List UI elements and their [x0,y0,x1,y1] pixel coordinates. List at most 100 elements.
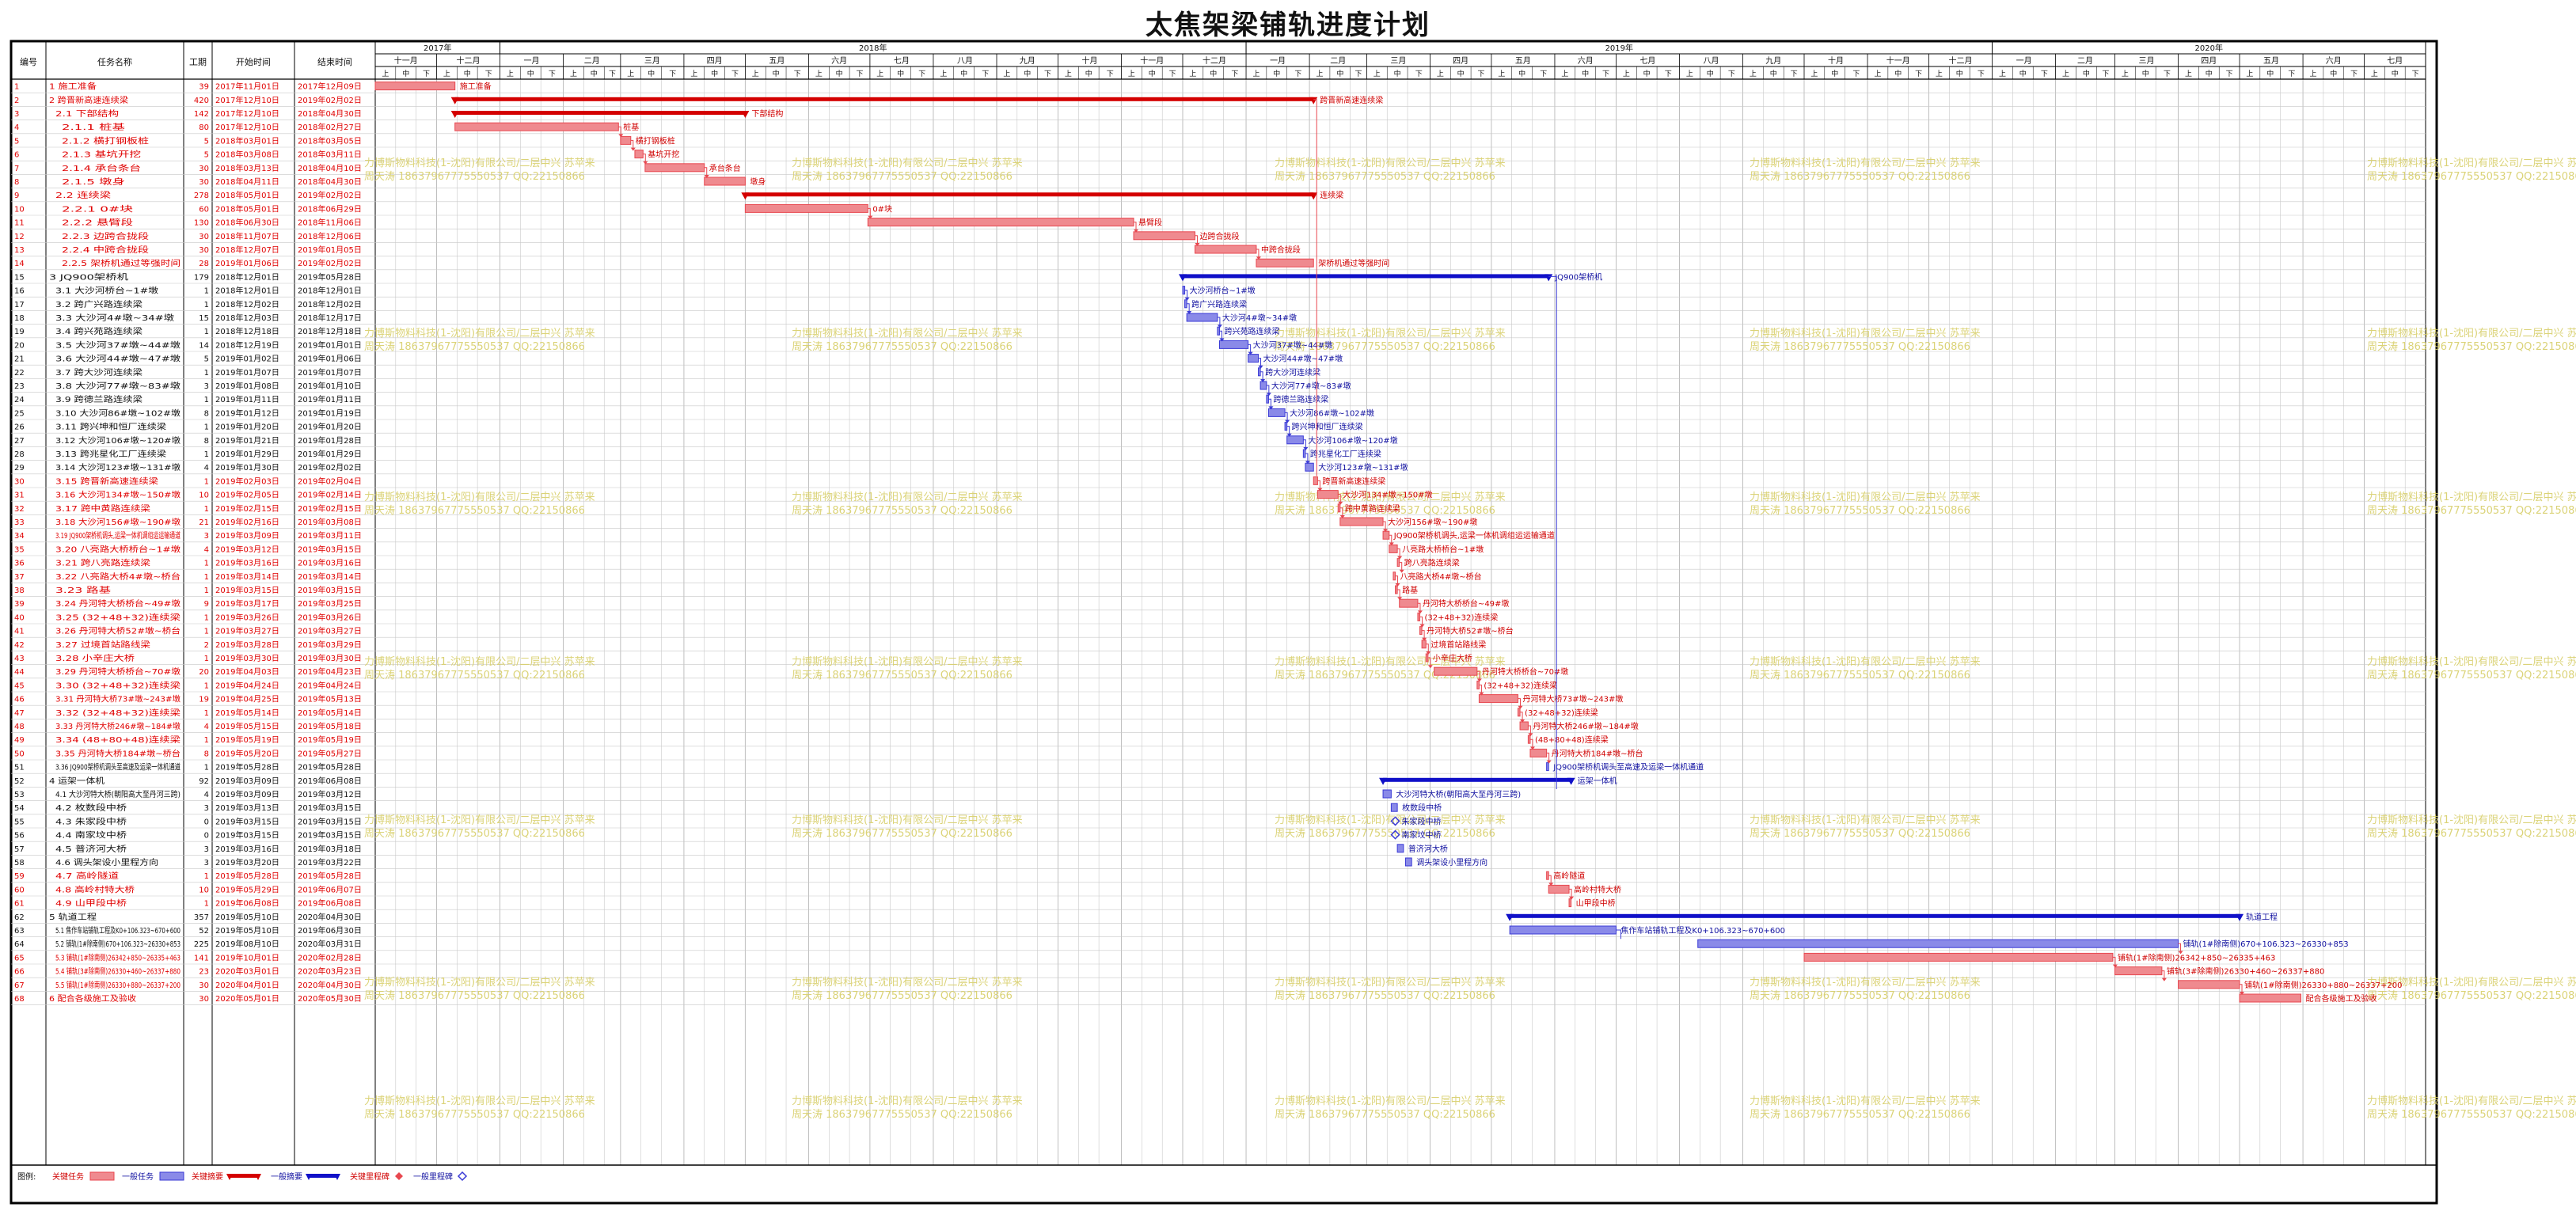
bar-label: 大沙河86#墩~102#墩 [1290,408,1374,418]
legend-swatch [230,1174,258,1178]
bar-label: 跨广兴路连续梁 [1191,299,1247,309]
dependency-arrow [868,215,873,219]
dependency-arrow [1529,746,1535,750]
xun-label: 中 [1894,69,1902,78]
dependency-link [1187,303,1190,313]
task-start: 2019年10月01日 [215,952,279,962]
summary-bar [1383,777,1571,782]
task-duration: 4 [204,791,209,799]
dependency-link [2178,943,2182,954]
task-duration: 278 [194,192,209,200]
table-row: 47 3.32 (32+48+32)连续梁 1 2019年05月14日 2019年05月… [11,708,2426,719]
summary-cap-end [741,111,750,118]
task-name: 3.21 跨八亮路连续梁 [55,558,150,568]
xun-label: 上 [1373,70,1381,78]
bar-label: 悬臂段 [1138,218,1162,228]
task-end: 2019年02月02日 [298,95,362,105]
xun-label: 中 [464,69,471,78]
row-number: 52 [14,777,25,786]
task-bar [1529,748,1548,757]
table-row: 27 3.12 大沙河106#墩~120#墩 8 2019年01月21日 2019年01… [11,435,2426,447]
task-bar [1182,286,1186,295]
task-end: 2019年05月19日 [298,735,362,745]
dependency-link [1305,453,1309,464]
task-duration: 1 [204,736,209,745]
watermark-line: 周天涛 18637967775550537 QQ:22150866 [364,827,585,840]
task-bar [1286,435,1304,445]
dependency-arrow [1419,624,1425,628]
task-start: 2019年03月30日 [215,653,279,663]
xun-label: 上 [1623,70,1630,78]
row-number: 17 [14,301,25,309]
task-name: 3.14 大沙河123#墩~131#墩 [55,462,180,473]
xun-label: 中 [1273,69,1280,78]
dependency-link [1419,616,1423,627]
task-start: 2019年05月15日 [215,721,279,731]
row-number: 43 [14,655,25,663]
xun-label: 上 [570,70,577,78]
bar-label: 大沙河77#墩~83#墩 [1271,381,1351,391]
xun-label: 下 [609,70,616,78]
table-row: 18 3.3 大沙河4#墩~34#墩 15 2018年12月03日 2018年12月17… [11,313,2426,325]
dependency-link [1313,99,1317,476]
task-start: 2019年03月15日 [215,816,279,826]
task-start: 2019年03月16日 [215,558,279,568]
year-label: 2020年 [2195,43,2223,53]
xun-label: 下 [731,70,739,78]
watermark-line: 周天涛 18637967775550537 QQ:22150866 [792,504,1013,517]
bar-label: 跨兆星化工厂连续梁 [1310,449,1381,459]
xun-label: 上 [1874,70,1881,78]
task-duration: 1 [204,423,209,432]
watermark-line: 力博斯物料科技(1-沈阳)有限公司/二层中兴 苏苹来 [792,814,1023,826]
task-name: 3.9 跨德兰路连续梁 [55,394,142,404]
table-row: 64 5.2 铺轨(1#除南侧)670+106.323~26330+853 225 2… [11,939,2426,951]
bar-label: 八亮路大桥4#墩~桥台 [1400,571,1482,582]
dependency-arrow [2112,964,2118,968]
task-start: 2019年06月08日 [215,898,279,909]
task-duration: 1 [204,287,209,296]
row-number: 4 [14,123,19,132]
task-start: 2019年03月12日 [215,544,279,554]
task-bar [1313,476,1318,485]
summary-bar [1510,913,2240,918]
task-duration: 1 [204,505,209,514]
task-bar [620,135,632,145]
task-bar [454,122,619,131]
month-label: 十二月 [456,55,480,66]
task-name: 3.35 丹河特大桥184#墩~桥台 [55,748,180,758]
xun-label: 中 [527,69,534,78]
task-start: 2019年01月11日 [215,394,279,404]
task-end: 2019年05月27日 [298,748,362,758]
task-duration: 9 [204,600,209,609]
task-name: 2.1.4 承台条台 [62,163,141,173]
task-name: 3.13 跨兆星化工厂连续梁 [55,449,166,459]
task-name: 3.10 大沙河86#墩~102#墩 [55,408,180,418]
row-number: 63 [14,927,25,936]
table-row: 6 2.1.3 基坑开挖 5 2018年03月08日 2018年03月11日 [11,150,2426,161]
xun-label: 上 [690,70,697,78]
task-bar [1258,367,1261,377]
task-name: 3.23 路基 [55,585,111,595]
task-end: 2020年04月30日 [298,912,362,922]
task-end: 2018年04月30日 [298,177,362,187]
task-bar [744,203,868,213]
dependency-link [1520,712,1523,722]
task-bar [1396,844,1404,853]
summary-cap-start [1379,777,1388,785]
month-label: 六月 [831,56,847,66]
summary-cap-end [2236,913,2244,921]
table-row: 14 2.2.5 架桥机通过等强时间 28 2019年01月06日 2019年02月02… [11,258,2426,271]
dependency-arrow [1248,351,1253,355]
task-end: 2018年12月17日 [298,313,362,323]
xun-label: 中 [2330,69,2337,78]
watermark-line: 力博斯物料科技(1-沈阳)有限公司/二层中兴 苏苹来 [2367,327,2576,340]
task-start: 2018年12月01日 [215,271,279,282]
dependency-link [1256,249,1260,260]
bar-label: 高岭隧道 [1553,871,1585,881]
table-row: 26 3.11 跨兴坤和恒厂连续梁 1 2019年01月20日 2019年01月20日 [11,422,2426,434]
task-duration: 2 [204,641,209,650]
xun-label: 上 [1561,70,1568,78]
task-bar [1478,694,1518,704]
